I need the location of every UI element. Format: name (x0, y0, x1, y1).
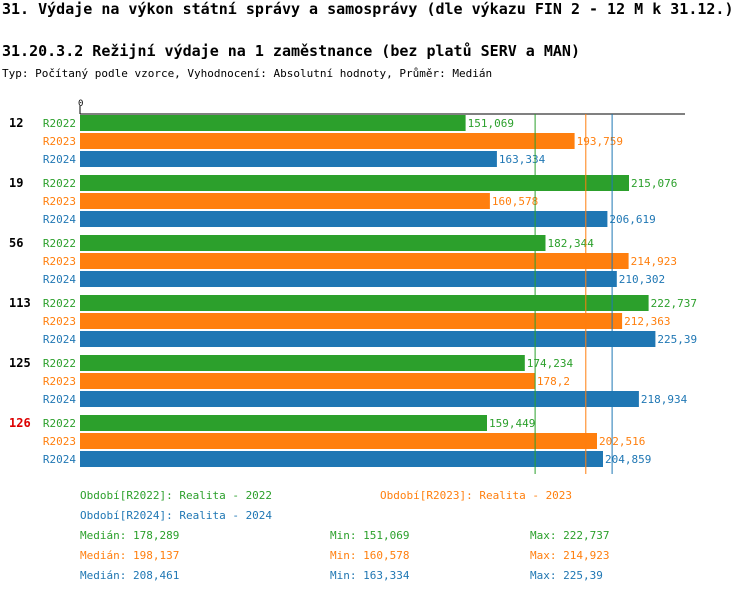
legend-entry-r2022: Období[R2022]: Realita - 2022 (80, 489, 273, 502)
chart-subtitle: 31.20.3.2 Režijní výdaje na 1 zaměstnanc… (2, 42, 580, 60)
bar-r2022-113 (80, 295, 649, 311)
stat-max-r2024: Max: 225,39 (530, 569, 603, 582)
data-label: 218,934 (641, 393, 688, 406)
series-label: R2023 (43, 375, 76, 388)
stat-median-r2024: Medián: 208,461 (80, 569, 180, 582)
legend-entry-r2024: Období[R2024]: Realita - 2024 (80, 509, 273, 522)
stat-median-r2023: Medián: 198,137 (80, 549, 180, 562)
stat-max-r2023: Max: 214,923 (530, 549, 610, 562)
data-label: 210,302 (619, 273, 665, 286)
data-label: 151,069 (468, 117, 514, 130)
bar-r2023-126 (80, 433, 597, 449)
data-label: 206,619 (609, 213, 655, 226)
data-label: 212,363 (624, 315, 670, 328)
series-label: R2024 (43, 213, 76, 226)
category-label: 56 (9, 236, 23, 250)
bar-r2022-19 (80, 175, 629, 191)
series-label: R2022 (43, 177, 76, 190)
bar-r2023-19 (80, 193, 490, 209)
stat-min-r2024: Min: 163,334 (330, 569, 410, 582)
chart-info: Typ: Počítaný podle vzorce, Vyhodnocení:… (2, 67, 493, 80)
page-title: 31. Výdaje na výkon státní správy a samo… (2, 0, 734, 18)
legend-entry-r2023: Období[R2023]: Realita - 2023 (380, 489, 573, 502)
series-label: R2024 (43, 453, 76, 466)
series-label: R2023 (43, 255, 76, 268)
category-label: 113 (9, 296, 31, 310)
data-label: 204,859 (605, 453, 651, 466)
series-label: R2023 (43, 435, 76, 448)
bar-r2023-113 (80, 313, 623, 329)
data-label: 215,076 (631, 177, 677, 190)
bar-r2024-126 (80, 451, 603, 467)
stat-max-r2022: Max: 222,737 (530, 529, 610, 542)
bar-r2023-125 (80, 373, 535, 389)
data-label: 160,578 (492, 195, 538, 208)
series-label: R2023 (43, 195, 76, 208)
series-label: R2024 (43, 333, 76, 346)
data-label: 163,334 (499, 153, 546, 166)
bar-r2022-126 (80, 415, 487, 431)
category-label: 19 (9, 176, 23, 190)
bar-r2024-12 (80, 151, 497, 167)
series-label: R2023 (43, 315, 76, 328)
bar-r2022-125 (80, 355, 525, 371)
bar-r2022-12 (80, 115, 466, 131)
series-label: R2022 (43, 297, 76, 310)
series-label: R2022 (43, 357, 76, 370)
category-label: 12 (9, 116, 23, 130)
stat-min-r2022: Min: 151,069 (330, 529, 410, 542)
series-label: R2022 (43, 237, 76, 250)
data-label: 193,759 (577, 135, 623, 148)
bar-r2022-56 (80, 235, 546, 251)
bar-r2023-56 (80, 253, 629, 269)
series-label: R2024 (43, 153, 76, 166)
data-label: 159,449 (489, 417, 535, 430)
series-label: R2023 (43, 135, 76, 148)
category-label: 125 (9, 356, 31, 370)
data-label: 225,39 (657, 333, 697, 346)
bar-r2023-12 (80, 133, 575, 149)
stat-median-r2022: Medián: 178,289 (80, 529, 180, 542)
bar-r2024-19 (80, 211, 608, 227)
data-label: 202,516 (599, 435, 645, 448)
data-label: 214,923 (631, 255, 677, 268)
series-label: R2024 (43, 393, 76, 406)
category-label: 126 (9, 416, 31, 430)
series-label: R2024 (43, 273, 76, 286)
bar-r2024-56 (80, 271, 617, 287)
series-label: R2022 (43, 117, 76, 130)
data-label: 222,737 (651, 297, 697, 310)
series-label: R2022 (43, 417, 76, 430)
data-label: 174,234 (527, 357, 574, 370)
bar-r2024-125 (80, 391, 639, 407)
data-label: 182,344 (548, 237, 595, 250)
stat-min-r2023: Min: 160,578 (330, 549, 410, 562)
data-label: 178,2 (537, 375, 570, 388)
x-axis-zero-label: 0 (78, 99, 83, 109)
bar-r2024-113 (80, 331, 656, 347)
